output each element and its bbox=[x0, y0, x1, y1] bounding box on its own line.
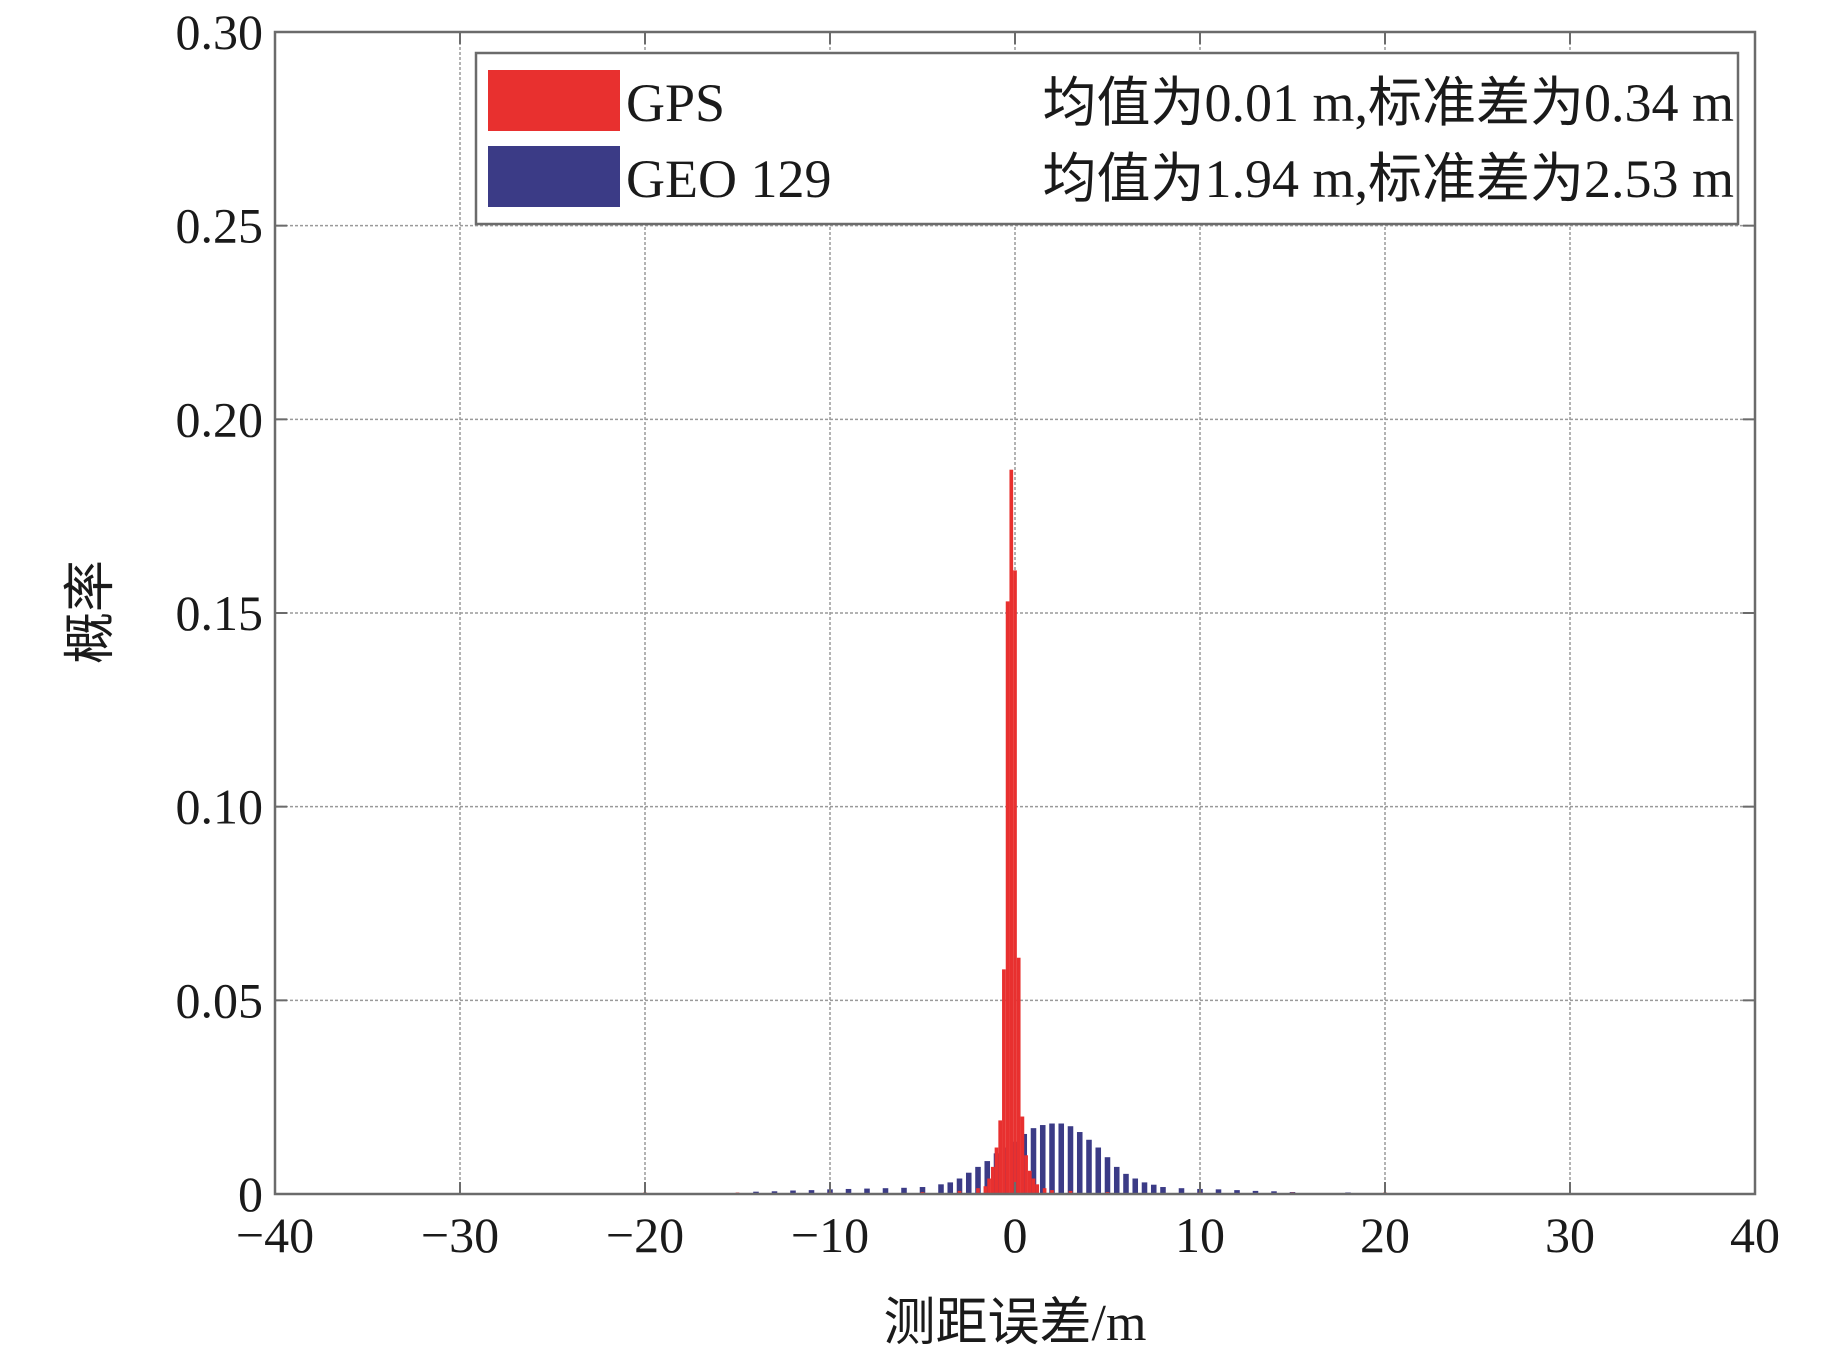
x-tick-label: 10 bbox=[1175, 1207, 1225, 1263]
x-tick-label: −20 bbox=[606, 1207, 684, 1263]
y-tick-label: 0.25 bbox=[176, 198, 264, 254]
bar-geo129 bbox=[1178, 1188, 1185, 1194]
bar-geo129 bbox=[1141, 1182, 1148, 1194]
bar-geo129 bbox=[1123, 1173, 1129, 1194]
y-axis-title: 概率 bbox=[63, 560, 120, 664]
bar-geo129 bbox=[1113, 1166, 1120, 1194]
bar-geo129 bbox=[864, 1188, 870, 1194]
bar-geo129 bbox=[1067, 1126, 1074, 1194]
y-tick-label: 0.10 bbox=[176, 779, 264, 835]
bar-geo129 bbox=[882, 1188, 889, 1194]
legend-swatch-gps bbox=[488, 70, 620, 131]
x-tick-label: 0 bbox=[1003, 1207, 1028, 1263]
bar-gps bbox=[990, 1166, 995, 1194]
bar-geo129 bbox=[771, 1191, 778, 1194]
x-tick-label: −30 bbox=[421, 1207, 499, 1263]
bar-geo129 bbox=[1030, 1128, 1037, 1194]
bar-geo129 bbox=[1234, 1190, 1240, 1194]
bar-geo129 bbox=[1215, 1189, 1222, 1194]
bar-gps bbox=[1009, 469, 1014, 1194]
bar-geo129 bbox=[965, 1172, 972, 1194]
bar-geo129 bbox=[1104, 1157, 1111, 1194]
bar-gps bbox=[1005, 601, 1010, 1194]
bar-geo129 bbox=[1049, 1123, 1055, 1194]
bar-gps bbox=[983, 1186, 988, 1194]
y-tick-label: 0.30 bbox=[176, 4, 264, 60]
legend-stats-geo129: 均值为1.94 m,标准差为2.53 m bbox=[1042, 149, 1734, 209]
bar-geo129 bbox=[845, 1188, 852, 1194]
legend-series-name-gps: GPS bbox=[626, 73, 725, 133]
x-tick-label: 40 bbox=[1730, 1207, 1780, 1263]
bar-geo129 bbox=[1058, 1123, 1065, 1194]
bar-geo129 bbox=[919, 1187, 926, 1194]
bar-gps bbox=[1013, 570, 1017, 1194]
bar-gps bbox=[987, 1178, 991, 1194]
bar-geo129 bbox=[947, 1182, 954, 1194]
legend-swatch-geo129 bbox=[488, 146, 620, 207]
bars bbox=[643, 469, 1387, 1194]
bar-geo129 bbox=[938, 1184, 944, 1194]
bar-gps bbox=[1068, 1190, 1073, 1194]
bar-gps bbox=[1020, 1116, 1025, 1194]
legend-stats-gps: 均值为0.01 m,标准差为0.34 m bbox=[1042, 73, 1734, 133]
bar-geo129 bbox=[1271, 1191, 1277, 1194]
x-tick-label: 30 bbox=[1545, 1207, 1595, 1263]
x-tick-label: 20 bbox=[1360, 1207, 1410, 1263]
bar-geo129 bbox=[901, 1187, 907, 1194]
bar-geo129 bbox=[984, 1161, 991, 1194]
bar-geo129 bbox=[1086, 1139, 1092, 1194]
x-axis-title: 测距误差/m bbox=[884, 1295, 1147, 1351]
bar-geo129 bbox=[808, 1190, 815, 1194]
y-tick-label: 0 bbox=[238, 1166, 263, 1222]
bar-geo129 bbox=[1076, 1132, 1083, 1194]
y-tick-label: 0.05 bbox=[176, 972, 264, 1028]
bar-gps bbox=[1002, 969, 1006, 1194]
bar-gps bbox=[1035, 1184, 1040, 1194]
bar-geo129 bbox=[1132, 1178, 1139, 1194]
bar-gps bbox=[1024, 1155, 1028, 1194]
bar-geo129 bbox=[1160, 1187, 1166, 1194]
bar-gps bbox=[1050, 1190, 1054, 1194]
bar-gps bbox=[998, 1120, 1003, 1194]
bar-gps bbox=[976, 1188, 980, 1194]
bar-geo129 bbox=[1039, 1125, 1046, 1194]
y-tick-label: 0.15 bbox=[176, 585, 264, 641]
x-tick-label: −10 bbox=[791, 1207, 869, 1263]
bar-gps bbox=[1042, 1188, 1047, 1194]
bar-gps bbox=[994, 1147, 999, 1194]
bar-gps bbox=[1016, 957, 1021, 1194]
bar-gps bbox=[1027, 1170, 1032, 1194]
bar-geo129 bbox=[1095, 1147, 1102, 1194]
y-tick-label: 0.20 bbox=[176, 391, 264, 447]
legend: GPS 均值为0.01 m,标准差为0.34 m GEO 129 均值为1.94… bbox=[474, 51, 1740, 226]
bar-geo129 bbox=[790, 1190, 796, 1194]
bar-geo129 bbox=[956, 1178, 963, 1194]
x-tick-label: −40 bbox=[236, 1207, 314, 1263]
bar-gps bbox=[957, 1190, 962, 1194]
bar-geo129 bbox=[1150, 1184, 1157, 1194]
legend-box bbox=[474, 51, 1740, 226]
bar-geo129 bbox=[1252, 1190, 1259, 1194]
bar-geo129 bbox=[975, 1166, 981, 1194]
legend-series-name-geo129: GEO 129 bbox=[626, 149, 831, 209]
ticks: −40 −30 −20 −10 0 10 20 30 40 0 0.05 0.10 0.15 0.20 0.… bbox=[176, 4, 1781, 1263]
bar-gps bbox=[1031, 1178, 1036, 1194]
